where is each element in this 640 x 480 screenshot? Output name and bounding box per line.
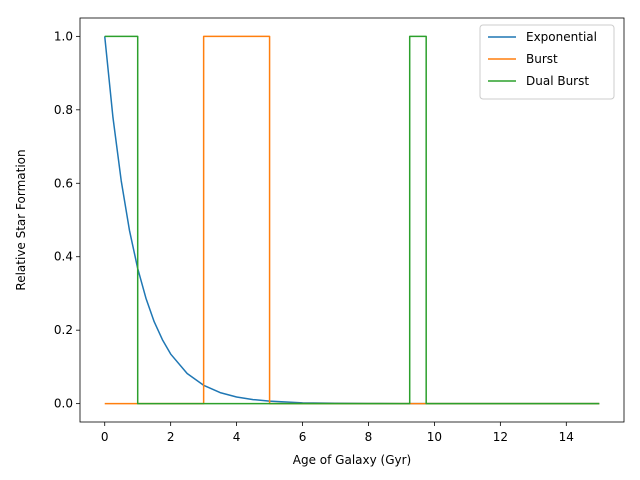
x-tick-label: 12 [493, 430, 508, 444]
y-tick-label: 0.6 [54, 176, 73, 190]
x-tick-label: 0 [101, 430, 109, 444]
y-tick-label: 0.8 [54, 103, 73, 117]
plot-frame [79, 17, 625, 423]
x-axis-label: Age of Galaxy (Gyr) [293, 453, 411, 467]
legend-label: Burst [526, 52, 558, 66]
y-axis-label: Relative Star Formation [14, 149, 28, 290]
plot-lines [103, 35, 600, 405]
y-tick-label: 1.0 [54, 29, 73, 43]
x-tick-label: 10 [427, 430, 442, 444]
x-tick-label: 14 [559, 430, 574, 444]
x-axis-ticks: 0 2 4 6 8 10 12 14 [101, 422, 574, 444]
x-tick-label: 6 [299, 430, 307, 444]
y-tick-label: 0.0 [54, 397, 73, 411]
x-tick-label: 2 [167, 430, 175, 444]
x-tick-label: 4 [233, 430, 241, 444]
y-tick-label: 0.4 [54, 250, 73, 264]
legend: Exponential Burst Dual Burst [479, 24, 615, 100]
legend-label: Exponential [526, 30, 597, 44]
legend-label: Dual Burst [526, 74, 589, 88]
x-tick-label: 8 [365, 430, 373, 444]
y-axis-ticks: 0.0 0.2 0.4 0.6 0.8 1.0 [54, 29, 80, 411]
y-tick-label: 0.2 [54, 323, 73, 337]
series-line-dual-burst [104, 35, 600, 405]
